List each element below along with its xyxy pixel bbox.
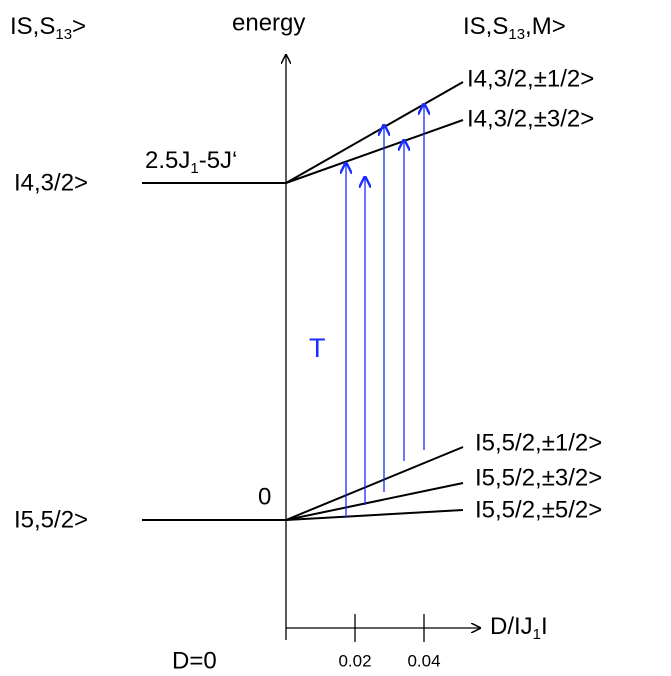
- upper-label: I4,3/2>: [14, 169, 88, 196]
- header-left: IS,S13>: [10, 13, 86, 43]
- axis-label: D/IJ1I: [490, 613, 548, 643]
- transition-label: T: [309, 333, 326, 363]
- lower-label: I5,5/2>: [14, 506, 88, 533]
- upper-split: [285, 81, 464, 184]
- tick-label: 0.04: [407, 651, 440, 670]
- upper-energy: 2.5J1-5J‘: [145, 147, 237, 177]
- upper-state: I4,3/2,±1/2>: [467, 65, 594, 92]
- lower-state: I5,5/2,±1/2>: [475, 429, 602, 456]
- upper-split: [285, 119, 464, 184]
- tick-label: 0.02: [338, 651, 371, 670]
- lower-split: [285, 509, 464, 521]
- lower-state: I5,5/2,±3/2>: [475, 464, 602, 491]
- upper-state: I4,3/2,±3/2>: [467, 105, 594, 132]
- lower-split: [285, 482, 464, 521]
- axis-origin: D=0: [172, 647, 217, 674]
- header-center: energy: [232, 9, 305, 36]
- lower-split: [285, 446, 464, 521]
- lower-state: I5,5/2,±5/2>: [475, 496, 602, 523]
- header-right: IS,S13,M>: [463, 13, 566, 43]
- lower-energy: 0: [258, 483, 271, 510]
